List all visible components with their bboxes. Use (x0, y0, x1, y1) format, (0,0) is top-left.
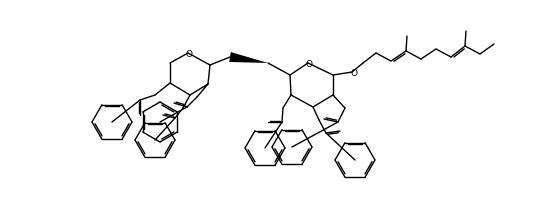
Text: O: O (351, 68, 358, 77)
Polygon shape (229, 52, 268, 63)
Text: O: O (306, 59, 312, 68)
Text: O: O (185, 49, 193, 58)
